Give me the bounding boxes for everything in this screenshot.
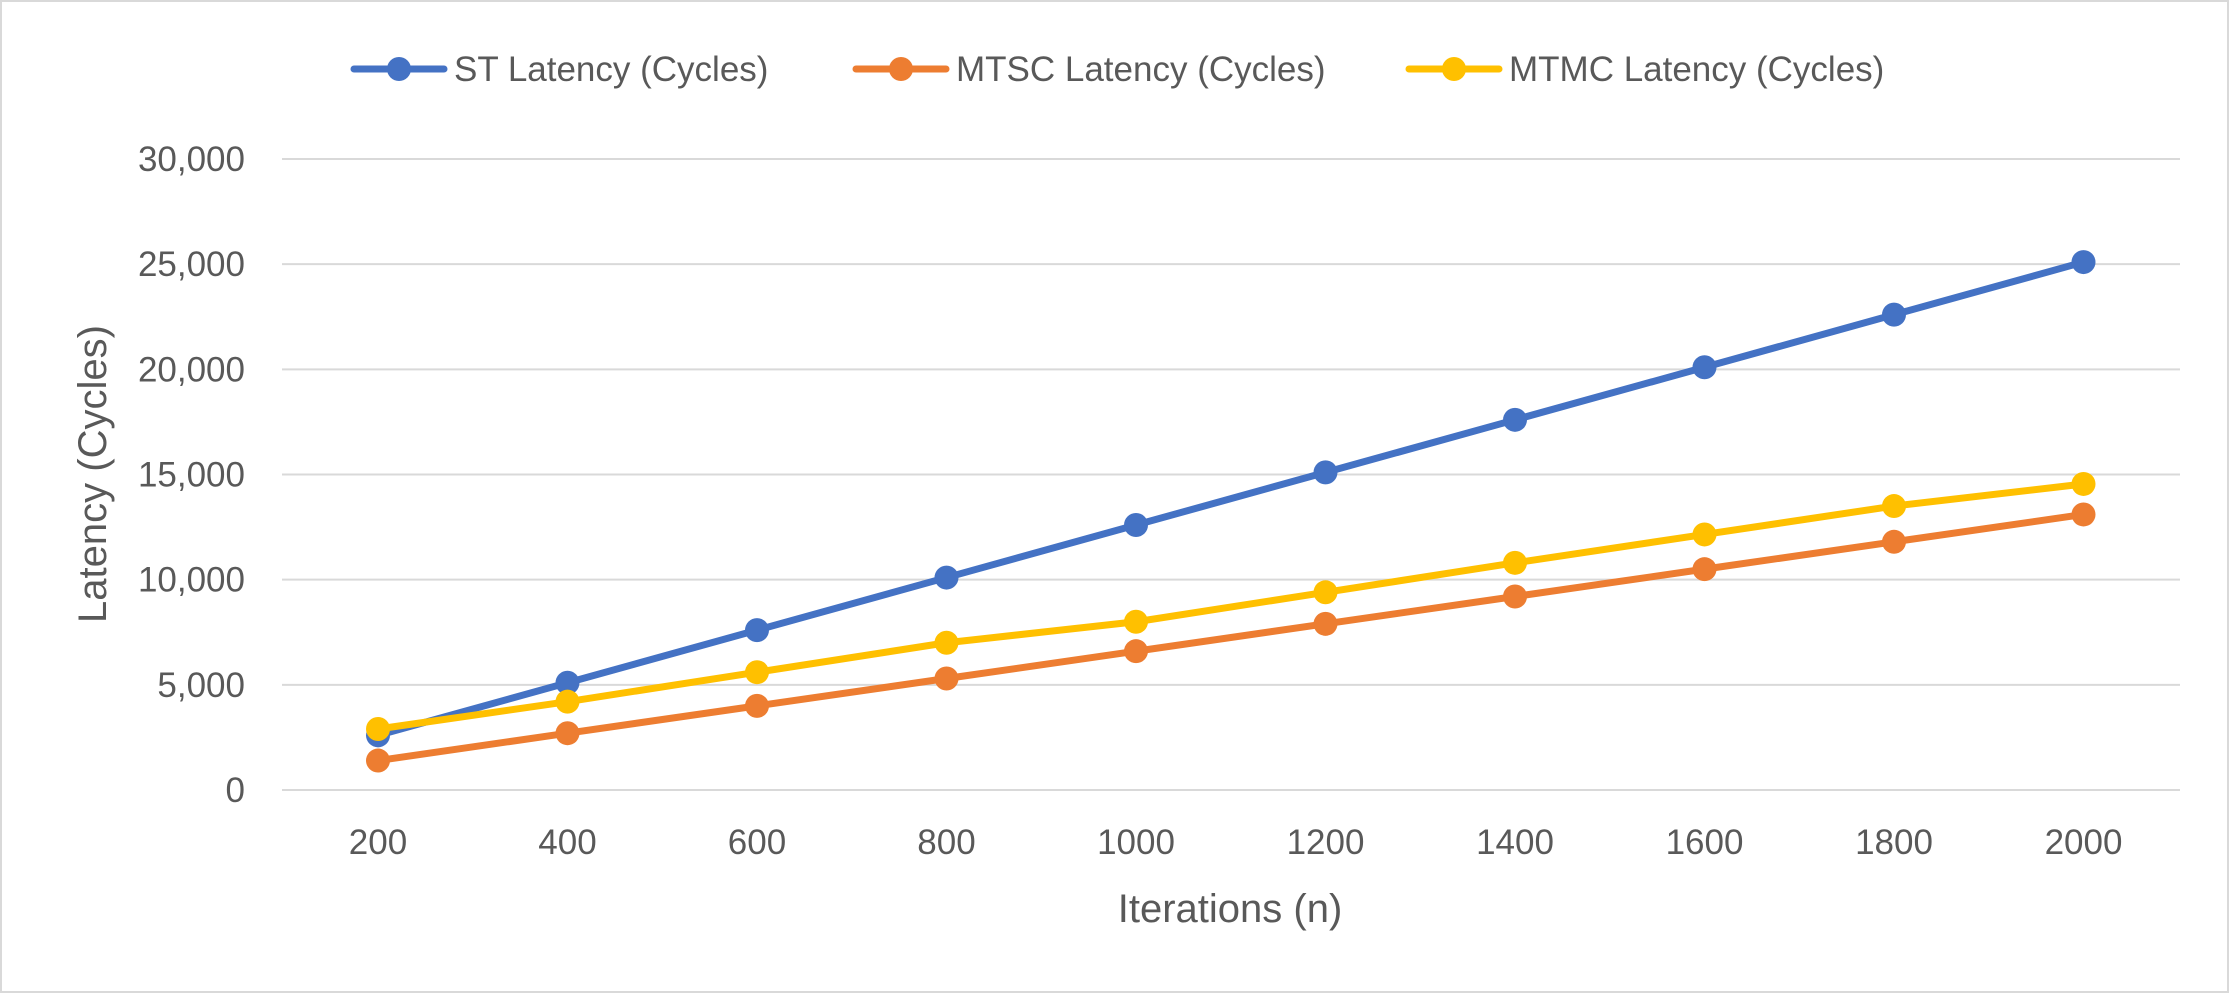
- data-point-mtsc: [745, 693, 769, 718]
- data-point-mtmc: [1503, 550, 1527, 575]
- x-axis-ticks: 200 400 600 800 1000 1200 1400 1600 1800 2000: [349, 823, 2123, 862]
- legend-label-st: ST Latency (Cycles): [454, 50, 768, 89]
- data-point-st: [934, 565, 959, 590]
- data-point-st: [1313, 460, 1338, 485]
- legend-item-mtmc: MTMC Latency (Cycles): [1405, 50, 1884, 89]
- data-point-mtmc: [745, 660, 769, 685]
- data-point-mtsc: [1503, 584, 1527, 609]
- series-mtsc: [366, 502, 2096, 773]
- data-point-mtsc: [366, 748, 390, 773]
- y-tick-label: 5,000: [157, 666, 245, 705]
- data-point-st: [745, 618, 769, 643]
- data-point-mtmc: [1882, 494, 1906, 519]
- series-st: [366, 250, 2096, 748]
- legend-item-mtsc: MTSC Latency (Cycles): [852, 50, 1326, 89]
- y-tick-label: 0: [226, 771, 245, 810]
- x-tick-label: 1400: [1476, 823, 1554, 862]
- data-point-mtmc: [2071, 471, 2096, 496]
- legend-marker-mtsc: [889, 57, 913, 81]
- data-point-st: [1124, 512, 1148, 537]
- data-point-mtsc: [1882, 529, 1906, 554]
- series-line-st: [374, 258, 2087, 739]
- y-tick-label: 15,000: [138, 456, 245, 495]
- data-point-st: [1503, 407, 1527, 432]
- y-axis-title: Latency (Cycles): [71, 325, 115, 623]
- data-point-mtsc: [2071, 502, 2096, 527]
- legend-label-mtmc: MTMC Latency (Cycles): [1509, 50, 1884, 89]
- legend-label-mtsc: MTSC Latency (Cycles): [956, 50, 1326, 89]
- data-point-mtmc: [1313, 580, 1338, 605]
- data-point-mtmc: [366, 717, 390, 742]
- x-tick-label: 2000: [2045, 823, 2123, 862]
- y-tick-label: 10,000: [138, 561, 245, 600]
- data-point-mtmc: [1692, 522, 1717, 547]
- x-tick-label: 400: [538, 823, 596, 862]
- x-tick-label: 1800: [1855, 823, 1933, 862]
- data-point-mtsc: [1313, 611, 1338, 636]
- data-point-mtmc: [555, 689, 580, 714]
- x-tick-label: 1600: [1666, 823, 1744, 862]
- x-tick-label: 800: [917, 823, 975, 862]
- y-axis-ticks: 0 5,000 10,000 15,000 20,000 25,000 30,000: [138, 140, 245, 810]
- data-point-st: [2071, 250, 2096, 275]
- gridlines: [282, 158, 2180, 791]
- data-point-mtsc: [934, 666, 959, 691]
- x-tick-label: 600: [728, 823, 786, 862]
- x-axis-title: Iterations (n): [1118, 887, 1343, 931]
- data-point-mtsc: [1692, 557, 1717, 582]
- x-tick-label: 1200: [1287, 823, 1365, 862]
- y-tick-label: 20,000: [138, 350, 245, 389]
- data-point-mtsc: [555, 721, 580, 746]
- data-point-st: [555, 670, 580, 695]
- x-tick-label: 1000: [1097, 823, 1175, 862]
- data-point-mtsc: [1124, 639, 1148, 664]
- x-tick-label: 200: [349, 823, 407, 862]
- data-point-mtmc: [934, 630, 959, 655]
- y-tick-label: 30,000: [138, 140, 245, 179]
- series-line-mtmc: [374, 480, 2087, 733]
- legend-marker-mtmc: [1442, 57, 1466, 81]
- legend-marker-st: [387, 57, 411, 81]
- data-point-st: [1882, 302, 1906, 327]
- data-point-mtmc: [1124, 609, 1148, 634]
- y-tick-label: 25,000: [138, 245, 245, 284]
- series-line-mtsc: [374, 510, 2087, 765]
- legend-item-st: ST Latency (Cycles): [350, 50, 768, 89]
- plot-area: [366, 250, 2096, 773]
- series-mtmc: [366, 471, 2096, 742]
- data-point-st: [1692, 355, 1717, 380]
- legend: ST Latency (Cycles) MTSC Latency (Cycles)…: [350, 50, 1884, 89]
